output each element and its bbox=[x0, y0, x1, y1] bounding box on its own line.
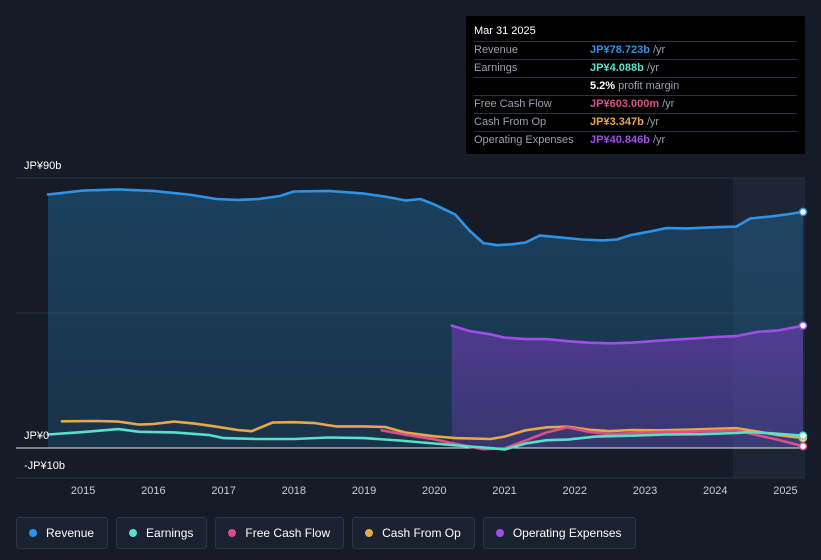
x-tick-label: 2022 bbox=[562, 485, 587, 497]
x-tick-label: 2018 bbox=[281, 485, 307, 497]
tooltip-row-value: JP¥3.347b bbox=[590, 116, 644, 128]
tooltip-row: Free Cash Flow JP¥603.000m/yr bbox=[474, 95, 797, 113]
x-tick-label: 2024 bbox=[702, 485, 728, 497]
legend-label: Free Cash Flow bbox=[245, 526, 331, 540]
x-tick-label: 2021 bbox=[492, 485, 517, 497]
legend-dot-icon bbox=[29, 529, 37, 537]
tooltip-row-label: Cash From Op bbox=[474, 116, 547, 128]
tooltip-row-value: JP¥4.088b bbox=[590, 62, 644, 74]
end-marker-revenue bbox=[798, 207, 808, 217]
line-earnings bbox=[46, 427, 805, 451]
legend-item-revenue[interactable]: Revenue bbox=[16, 517, 109, 549]
tooltip-date: Mar 31 2025 bbox=[474, 25, 536, 37]
tooltip-row-unit: /yr bbox=[662, 98, 675, 110]
x-tick-label: 2017 bbox=[211, 485, 236, 497]
tooltip-row-label: Earnings bbox=[474, 62, 518, 74]
line-revenue bbox=[46, 188, 805, 247]
tooltip-row-label: Revenue bbox=[474, 44, 519, 56]
line-operating-expenses bbox=[450, 324, 805, 345]
tooltip-row-label: Operating Expenses bbox=[474, 134, 574, 146]
legend-dot-icon bbox=[129, 529, 138, 537]
y-label-bottom: -JP¥10b bbox=[24, 460, 65, 472]
tooltip-row-label bbox=[474, 78, 590, 95]
legend-item-operating-expenses[interactable]: Operating Expenses bbox=[482, 517, 636, 549]
tooltip-row-unit: /yr bbox=[646, 116, 660, 128]
legend-label: Cash From Op bbox=[382, 526, 461, 540]
end-marker-operating-expenses bbox=[798, 321, 808, 330]
tooltip-row-unit: /yr bbox=[652, 44, 666, 56]
tooltip-row-unit: profit margin bbox=[618, 80, 680, 92]
end-marker-free-cash-flow bbox=[798, 441, 808, 451]
x-tick-label: 2020 bbox=[422, 485, 447, 497]
legend-dot-icon bbox=[365, 529, 374, 537]
x-tick-label: 2016 bbox=[141, 485, 166, 497]
tooltip-row-value: 5.2% bbox=[590, 80, 616, 92]
tooltip-row: Earnings JP¥4.088b/yr bbox=[474, 59, 797, 77]
tooltip-row-value: JP¥78.723b bbox=[590, 44, 650, 56]
y-label-zero: JP¥0 bbox=[24, 430, 50, 442]
tooltip-row-value: JP¥40.846b bbox=[590, 134, 650, 146]
tooltip-row-label: Free Cash Flow bbox=[474, 98, 552, 110]
legend-item-cash-from-op[interactable]: Cash From Op bbox=[352, 517, 475, 549]
area-operating-expenses bbox=[451, 325, 803, 448]
x-tick-label: 2025 bbox=[773, 485, 798, 497]
tooltip-row: Operating Expenses JP¥40.846b/yr bbox=[474, 131, 797, 149]
tooltip-row-unit: /yr bbox=[646, 62, 660, 74]
x-tick-label: 2023 bbox=[632, 485, 658, 497]
x-tick-label: 2015 bbox=[70, 485, 96, 497]
legend: Revenue Earnings Free Cash Flow Cash From O… bbox=[16, 517, 636, 549]
tooltip-panel: Mar 31 2025 Revenue JP¥78.723b/yr Earnings… bbox=[466, 16, 805, 154]
end-marker-earnings bbox=[798, 431, 808, 440]
line-cash-from-op bbox=[60, 419, 805, 441]
x-tick-label: 2019 bbox=[351, 485, 377, 497]
tooltip-row: Cash From Op JP¥3.347b/yr bbox=[474, 113, 797, 131]
legend-dot-icon bbox=[228, 529, 237, 537]
legend-item-earnings[interactable]: Earnings bbox=[116, 517, 208, 549]
legend-item-free-cash-flow[interactable]: Free Cash Flow bbox=[215, 517, 345, 549]
tooltip-row-unit: /yr bbox=[652, 134, 666, 146]
legend-dot-icon bbox=[495, 529, 504, 537]
y-label-top: JP¥90b bbox=[24, 160, 62, 172]
legend-label: Earnings bbox=[146, 526, 194, 540]
tooltip-row: 5.2% profit margin bbox=[474, 77, 797, 95]
tooltip-row: Revenue JP¥78.723b/yr bbox=[474, 41, 797, 59]
legend-label: Operating Expenses bbox=[512, 526, 622, 540]
tooltip-row-value: JP¥603.000m bbox=[590, 98, 660, 110]
legend-label: Revenue bbox=[46, 526, 95, 540]
